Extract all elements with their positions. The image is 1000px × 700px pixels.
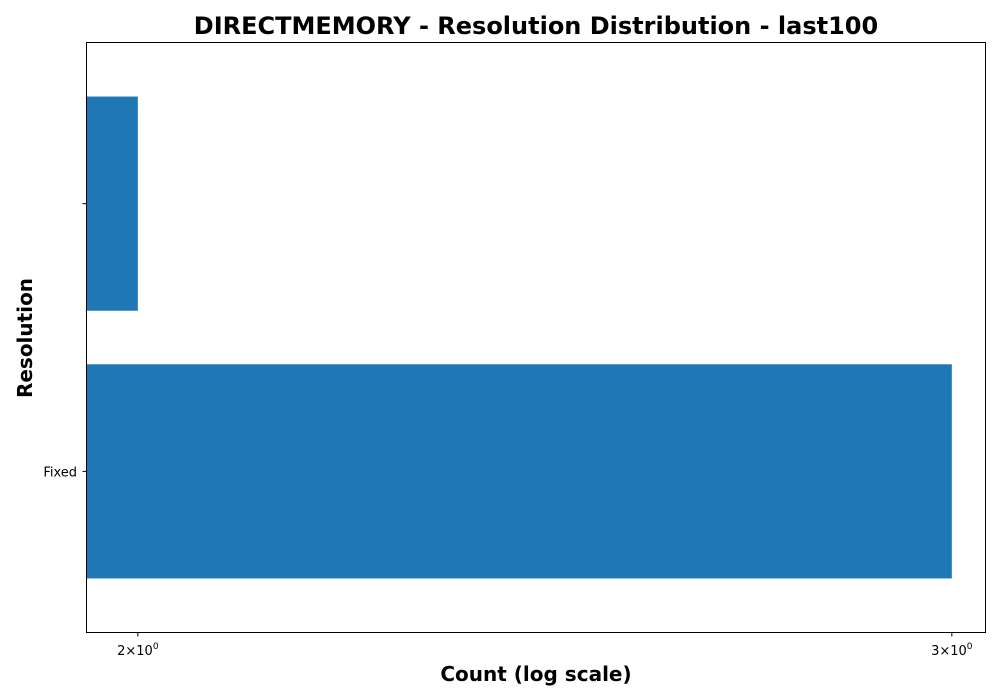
plot-frame bbox=[86, 42, 986, 633]
x-tick-label: 3×100 bbox=[931, 642, 973, 659]
y-tick-label: Fixed bbox=[43, 465, 77, 480]
x-axis-label: Count (log scale) bbox=[440, 662, 631, 686]
chart-title: DIRECTMEMORY - Resolution Distribution -… bbox=[194, 12, 878, 40]
bar-fixed bbox=[87, 364, 952, 579]
bar-unlabeled bbox=[87, 96, 138, 311]
y-axis-ticks: Fixed bbox=[43, 203, 87, 480]
y-axis-label: Resolution bbox=[13, 278, 37, 398]
x-tick-label: 2×100 bbox=[117, 642, 159, 659]
x-axis-ticks: 2×100 3×100 bbox=[117, 632, 973, 659]
bars-group bbox=[87, 96, 952, 579]
